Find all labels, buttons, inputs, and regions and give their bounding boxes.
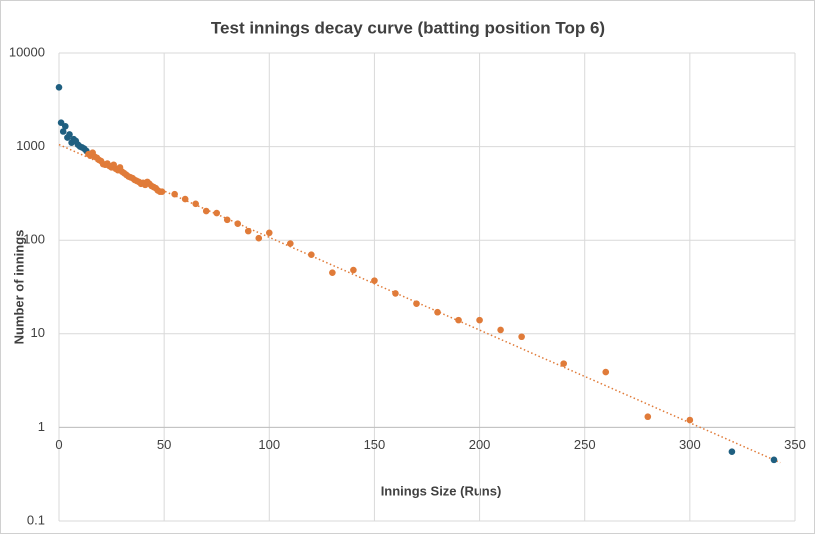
data-point — [59, 128, 67, 135]
data-point — [213, 209, 221, 217]
y-tick-label: 10 — [31, 325, 45, 340]
data-point — [181, 195, 189, 203]
x-tick-label: 300 — [679, 437, 701, 452]
y-tick-label: 1000 — [16, 138, 45, 153]
data-point — [518, 333, 525, 341]
trendline — [58, 143, 781, 464]
data-point — [770, 456, 778, 464]
x-tick-label: 200 — [469, 437, 491, 452]
y-tick-label: 100 — [23, 232, 45, 247]
chart-title: Test innings decay curve (batting positi… — [211, 18, 605, 37]
data-point — [202, 207, 210, 215]
data-point — [371, 277, 378, 284]
data-point — [287, 240, 294, 247]
data-point — [728, 448, 736, 456]
data-point — [329, 269, 336, 276]
x-tick-label: 100 — [258, 437, 280, 452]
data-point — [455, 316, 462, 324]
data-point — [265, 229, 273, 237]
x-tick-label: 50 — [157, 437, 171, 452]
data-point — [686, 416, 694, 424]
y-tick-label: 0.1 — [27, 512, 45, 527]
data-point — [255, 234, 263, 242]
data-point — [392, 290, 399, 297]
data-point — [244, 227, 252, 235]
y-tick-label: 10000 — [9, 44, 45, 59]
data-point — [602, 368, 610, 376]
x-tick-label: 150 — [364, 437, 386, 452]
x-axis-title: Innings Size (Runs) — [381, 483, 502, 498]
data-point — [55, 84, 63, 91]
y-axis-title: Number of innings — [11, 230, 26, 345]
y-tick-label: 1 — [38, 419, 45, 434]
data-point — [223, 216, 231, 224]
data-point — [234, 220, 242, 228]
data-point — [62, 122, 69, 130]
data-point — [350, 266, 357, 274]
data-point — [434, 308, 441, 316]
data-point — [476, 316, 483, 324]
data-point — [560, 360, 567, 367]
x-tick-label: 0 — [55, 437, 62, 452]
data-point — [158, 188, 166, 195]
data-point — [644, 413, 652, 421]
data-point — [192, 200, 199, 208]
data-point — [171, 190, 178, 198]
data-point — [66, 131, 73, 138]
data-point — [308, 251, 315, 258]
x-tick-label: 250 — [574, 437, 596, 452]
x-tick-label: 350 — [784, 437, 806, 452]
data-point — [413, 300, 420, 307]
data-point — [497, 326, 504, 334]
